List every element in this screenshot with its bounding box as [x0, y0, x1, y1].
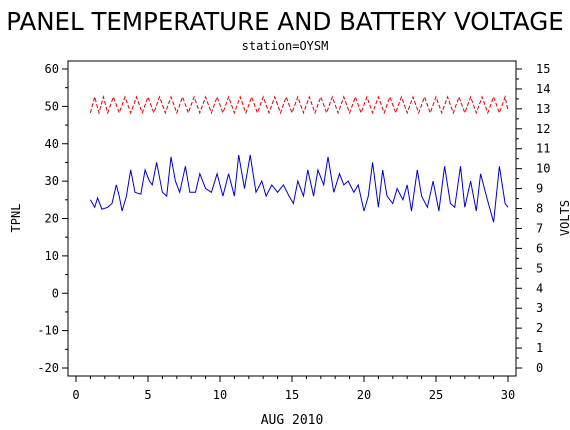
y-right-tick-label: 13: [536, 102, 550, 116]
y-right-tick-label: 6: [536, 241, 543, 255]
y-right-tick-label: 3: [536, 301, 543, 315]
axis-layer: 0 5 10 15 20 25 30-20-100102030405060012345678…: [37, 62, 550, 402]
x-tick-label: 15: [285, 388, 299, 402]
y-right-tick-label: 5: [536, 261, 543, 275]
y-right-tick-label: 9: [536, 182, 543, 196]
y-right-tick-label: 8: [536, 202, 543, 216]
y-right-tick-label: 1: [536, 341, 543, 355]
y-right-tick-label: 4: [536, 281, 543, 295]
y-right-axis-label: VOLTS: [558, 200, 570, 236]
battery-voltage-line: [89, 94, 509, 115]
x-tick-label: 5: [144, 388, 151, 402]
y-right-tick-label: 10: [536, 162, 550, 176]
x-axis-label: AUG 2010: [261, 413, 324, 428]
plot-frame: [67, 60, 517, 377]
y-left-axis-label: TPNL: [9, 204, 23, 233]
series-layer: [89, 94, 509, 223]
y-right-tick-label: 15: [536, 62, 550, 76]
x-tick-label: 0: [72, 388, 79, 402]
y-left-tick-label: 40: [45, 137, 59, 151]
y-left-tick-label: 60: [45, 62, 59, 76]
y-left-tick-label: -10: [37, 324, 59, 338]
x-tick-label: 10: [213, 388, 227, 402]
y-right-tick-label: 11: [536, 142, 550, 156]
y-right-tick-label: 14: [536, 82, 550, 96]
y-left-tick-label: 30: [45, 174, 59, 188]
y-left-tick-label: 20: [45, 212, 59, 226]
chart-subtitle: station=OYSM: [242, 39, 329, 53]
y-right-tick-label: 12: [536, 122, 550, 136]
y-left-tick-label: 0: [52, 286, 59, 300]
x-tick-label: 30: [501, 388, 515, 402]
y-left-tick-label: 50: [45, 99, 59, 113]
y-left-tick-label: 10: [45, 249, 59, 263]
y-right-tick-label: 7: [536, 221, 543, 235]
panel-temperature-line: [89, 154, 509, 223]
y-right-tick-label: 2: [536, 321, 543, 335]
x-tick-label: 25: [429, 388, 443, 402]
y-left-tick-label: -20: [37, 361, 59, 375]
chart-title: PANEL TEMPERATURE AND BATTERY VOLTAGE: [6, 7, 563, 36]
x-tick-label: 20: [357, 388, 371, 402]
y-right-tick-label: 0: [536, 361, 543, 375]
